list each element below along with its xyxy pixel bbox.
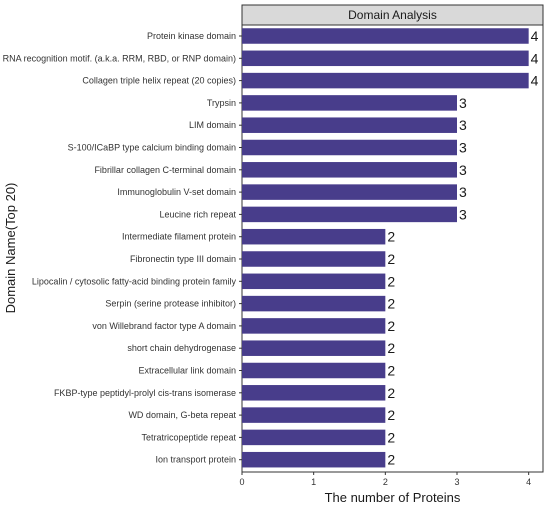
- x-tick-label: 4: [526, 477, 531, 487]
- bar-value-label: 3: [459, 162, 467, 178]
- bar-value-label: 2: [387, 296, 395, 312]
- y-tick-label: Intermediate filament protein: [122, 232, 236, 242]
- bar-value-label: 2: [387, 452, 395, 468]
- bar-value-label: 2: [387, 407, 395, 423]
- y-tick-label: FKBP-type peptidyl-prolyl cis-trans isom…: [54, 388, 236, 398]
- y-axis-title: Domain Name(Top 20): [3, 183, 18, 314]
- y-tick-label: WD domain, G-beta repeat: [128, 410, 236, 420]
- bar-value-label: 3: [459, 95, 467, 111]
- y-tick-label: Tetratricopeptide repeat: [141, 432, 236, 442]
- bar: [242, 295, 386, 312]
- bar-value-label: 3: [459, 184, 467, 200]
- bar: [242, 28, 529, 44]
- y-tick-label: Leucine rich repeat: [159, 209, 236, 219]
- y-tick-labels: Protein kinase domain RNA recognition mot…: [3, 31, 242, 465]
- plot-panel: [241, 24, 544, 473]
- x-axis-ticks: 0 1 2 3 4: [239, 472, 531, 487]
- y-tick-label: Ion transport protein: [155, 455, 236, 465]
- bar-value-label: 2: [387, 229, 395, 245]
- bar-value-label: 2: [387, 251, 395, 267]
- bar-value-label: 3: [459, 206, 467, 222]
- x-tick-label: 2: [383, 477, 388, 487]
- y-tick-label: short chain dehydrogenase: [127, 343, 236, 353]
- y-tick-label: LIM domain: [189, 120, 236, 130]
- bar: [242, 184, 457, 200]
- bar: [242, 50, 529, 67]
- bar-value-label: 2: [387, 273, 395, 289]
- y-tick-label: Serpin (serine protease inhibitor): [105, 299, 236, 309]
- y-tick-label: von Willebrand factor type A domain: [92, 321, 236, 331]
- bar-value-label: 4: [531, 73, 539, 89]
- bar: [242, 72, 529, 89]
- bar: [242, 139, 457, 156]
- bar: [242, 318, 386, 334]
- x-tick-label: 1: [311, 477, 316, 487]
- bar: [242, 251, 386, 267]
- bar-value-label: 2: [387, 385, 395, 401]
- bar: [242, 429, 386, 446]
- bar-value-label: 2: [387, 429, 395, 445]
- bar-value-label: 2: [387, 318, 395, 334]
- bar: [242, 362, 386, 379]
- chart-title: Domain Analysis: [348, 8, 437, 22]
- bar-value-label: 4: [531, 28, 539, 44]
- y-tick-label: Extracellular link domain: [138, 366, 236, 376]
- y-tick-label: Immunoglobulin V-set domain: [117, 187, 236, 197]
- bar: [242, 228, 386, 245]
- y-tick-label: Fibronectin type III domain: [130, 254, 236, 264]
- y-tick-label: RNA recognition motif. (a.k.a. RRM, RBD,…: [3, 53, 236, 63]
- bar: [242, 117, 457, 133]
- bar-value-label: 3: [459, 140, 467, 156]
- bar-value-label: 2: [387, 363, 395, 379]
- x-tick-label: 3: [454, 477, 459, 487]
- bar: [242, 340, 386, 356]
- bar: [242, 206, 457, 223]
- bars-layer: 4 4 4 3 3 3 3 3 3 2 2 2 2 2 2 2 2 2 2 2: [242, 28, 539, 468]
- y-tick-label: Lipocalin / cytosolic fatty-acid binding…: [32, 276, 237, 286]
- y-tick-label: S-100/ICaBP type calcium binding domain: [68, 143, 236, 153]
- bar: [242, 385, 386, 401]
- bar: [242, 407, 386, 423]
- bar: [242, 451, 386, 468]
- x-axis-title: The number of Proteins: [325, 490, 461, 505]
- bar: [242, 95, 457, 111]
- bar-value-label: 4: [531, 50, 539, 66]
- y-tick-label: Protein kinase domain: [147, 31, 236, 41]
- y-tick-label: Trypsin: [207, 98, 236, 108]
- bar: [242, 162, 457, 178]
- y-tick-label: Fibrillar collagen C-terminal domain: [94, 165, 236, 175]
- bar-value-label: 3: [459, 117, 467, 133]
- x-tick-label: 0: [239, 477, 244, 487]
- bar: [242, 273, 386, 290]
- y-tick-label: Collagen triple helix repeat (20 copies): [82, 76, 236, 86]
- bar-value-label: 2: [387, 340, 395, 356]
